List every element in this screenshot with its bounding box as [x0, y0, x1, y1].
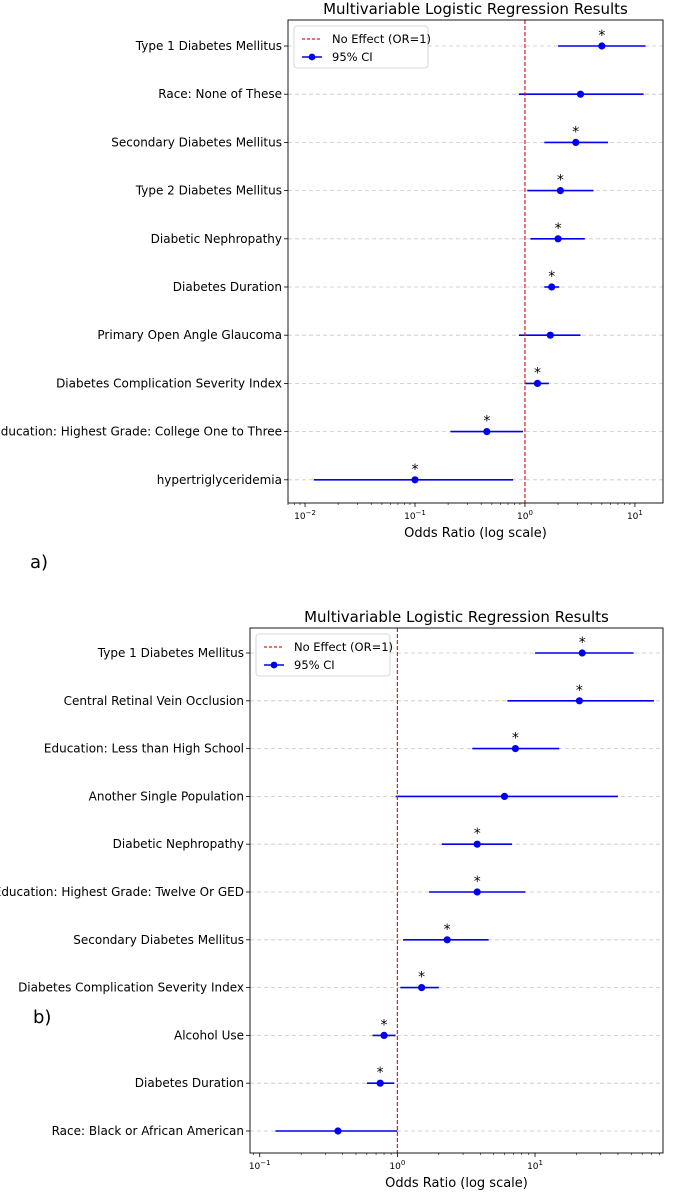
odds-ratio-point	[572, 138, 580, 146]
x-axis-label: Odds Ratio (log scale)	[404, 526, 547, 541]
chart-b: Multivariable Logistic Regression Result…	[0, 608, 664, 1191]
y-tick-label: Diabetes Duration	[135, 1076, 244, 1090]
odds-ratio-point	[548, 283, 556, 291]
y-tick-label: Race: None of These	[158, 87, 282, 101]
odds-ratio-point	[533, 379, 542, 387]
chart-title: Multivariable Logistic Regression Result…	[323, 0, 628, 18]
odds-ratio-point	[418, 984, 426, 992]
y-tick-label: Type 1 Diabetes Mellitus	[135, 39, 282, 53]
y-tick-label: Education: Highest Grade: College One to…	[0, 425, 282, 439]
x-tick-label: 101	[627, 509, 643, 522]
x-axis-label: Odds Ratio (log scale)	[385, 1176, 528, 1191]
significance-marker: *	[572, 124, 579, 140]
odds-ratio-point	[473, 888, 481, 896]
y-tick-label: Diabetes Complication Severity Index	[18, 981, 244, 995]
plot-frame	[249, 627, 664, 1154]
odds-ratio-point	[546, 331, 554, 339]
y-tick-label: Education: Less than High School	[44, 742, 244, 756]
legend-ci-label: 95% CI	[294, 658, 335, 672]
y-tick-label: Diabetes Complication Severity Index	[56, 376, 282, 390]
plot-frame	[287, 19, 664, 504]
y-tick-label: Education: Highest Grade: Twelve Or GED	[0, 885, 244, 899]
y-tick-label: Central Retinal Vein Occlusion	[64, 694, 244, 708]
chart-title: Multivariable Logistic Regression Result…	[304, 608, 609, 626]
odds-ratio-point	[576, 90, 585, 98]
odds-ratio-point	[500, 792, 509, 800]
legend-box	[293, 25, 429, 69]
legend-ci-label: 95% CI	[332, 50, 373, 64]
significance-marker: *	[598, 28, 605, 44]
legend-ci-point	[308, 53, 316, 61]
odds-ratio-point	[556, 187, 564, 195]
y-tick-label: Type 1 Diabetes Mellitus	[97, 646, 244, 660]
y-tick-label: Diabetes Duration	[173, 280, 282, 294]
significance-marker: *	[474, 874, 481, 890]
odds-ratio-point	[511, 745, 520, 753]
odds-ratio-point	[575, 697, 584, 705]
odds-ratio-point	[380, 1031, 388, 1039]
panel-label-b: b)	[33, 1007, 52, 1028]
x-tick-label: 100	[517, 509, 533, 522]
legend-ci-point	[270, 661, 278, 669]
y-tick-label: Secondary Diabetes Mellitus	[111, 135, 282, 149]
significance-marker: *	[576, 683, 583, 699]
y-tick-label: Diabetic Nephropathy	[151, 232, 282, 246]
legend-box	[255, 633, 391, 677]
significance-marker: *	[381, 1017, 388, 1033]
odds-ratio-point	[376, 1079, 384, 1087]
x-tick-label: 10−1	[249, 1159, 271, 1172]
odds-ratio-point	[473, 840, 481, 848]
significance-marker: *	[555, 221, 562, 237]
y-tick-label: Another Single Population	[89, 789, 244, 803]
significance-marker: *	[512, 731, 519, 747]
significance-marker: *	[411, 462, 418, 478]
odds-ratio-point	[598, 42, 606, 50]
chart-a: Multivariable Logistic Regression Result…	[0, 0, 664, 541]
legend-ref-label: No Effect (OR=1)	[332, 32, 431, 46]
y-tick-label: Diabetic Nephropathy	[113, 837, 244, 851]
significance-marker: *	[557, 173, 564, 189]
y-tick-label: Primary Open Angle Glaucoma	[97, 328, 282, 342]
significance-marker: *	[483, 414, 490, 430]
y-tick-label: Race: Black or African American	[52, 1124, 244, 1138]
odds-ratio-point	[483, 428, 491, 436]
significance-marker: *	[418, 970, 425, 986]
x-tick-label: 10−2	[294, 509, 316, 522]
y-tick-label: Alcohol Use	[174, 1028, 244, 1042]
y-tick-label: hypertriglyceridemia	[157, 473, 282, 487]
x-tick-label: 101	[527, 1159, 543, 1172]
x-tick-label: 10−1	[404, 509, 426, 522]
legend-ref-label: No Effect (OR=1)	[294, 640, 393, 654]
odds-ratio-point	[554, 235, 562, 243]
y-tick-label: Secondary Diabetes Mellitus	[73, 933, 244, 947]
significance-marker: *	[548, 269, 555, 285]
panel-label-a: a)	[30, 552, 49, 573]
odds-ratio-point	[578, 649, 586, 657]
x-tick-label: 100	[389, 1159, 405, 1172]
odds-ratio-point	[334, 1127, 342, 1135]
significance-marker: *	[474, 826, 481, 842]
odds-ratio-point	[443, 936, 451, 944]
significance-marker: *	[377, 1065, 384, 1081]
significance-marker: *	[444, 922, 451, 938]
significance-marker: *	[579, 635, 586, 651]
significance-marker: *	[534, 365, 541, 381]
y-tick-label: Type 2 Diabetes Mellitus	[135, 184, 282, 198]
odds-ratio-point	[411, 476, 419, 484]
